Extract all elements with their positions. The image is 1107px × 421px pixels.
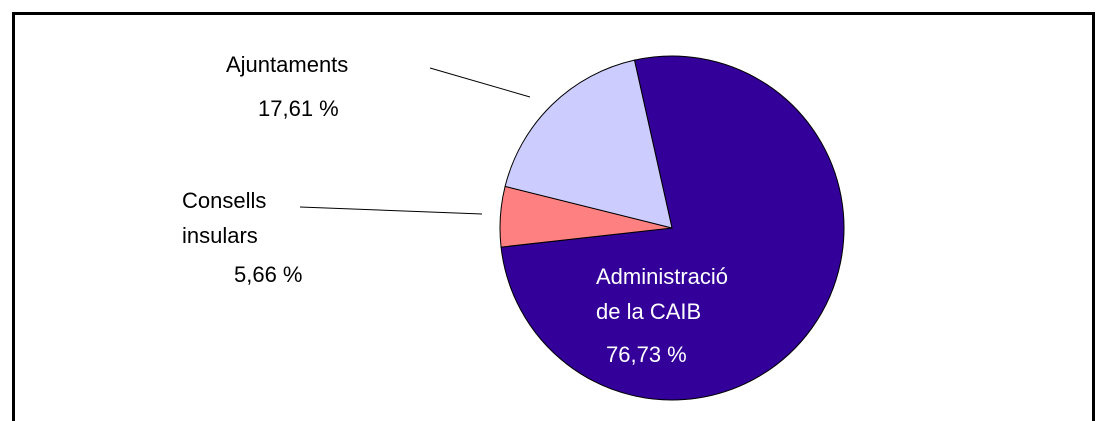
leader-line (299, 206, 483, 215)
pie-slice (504, 59, 673, 229)
value-label: 76,73 % (606, 342, 687, 367)
value-label: 17,61 % (258, 96, 339, 121)
pie-slice (500, 55, 845, 401)
slice-label: Consells insulars (182, 188, 272, 248)
leader-line (429, 67, 531, 98)
slice-label: Administració de la CAIB (596, 264, 734, 324)
value-label: 5,66 % (234, 262, 303, 287)
frame (12, 12, 1095, 421)
slice-label: Ajuntaments (226, 52, 348, 77)
